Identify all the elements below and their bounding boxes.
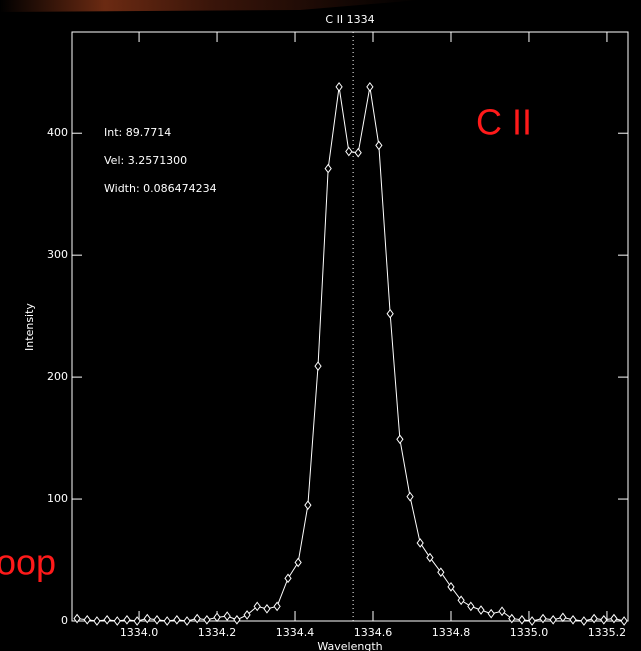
data-point — [528, 616, 536, 626]
data-point — [93, 616, 101, 626]
data-point — [243, 610, 251, 620]
data-point — [549, 614, 557, 625]
data-point — [447, 582, 455, 592]
data-point — [335, 82, 343, 92]
data-point — [467, 601, 475, 612]
data-point — [203, 614, 211, 625]
data-point — [345, 146, 353, 157]
data-point — [73, 613, 81, 624]
overlay-text: oop — [0, 542, 56, 583]
data-point — [457, 595, 465, 606]
x-axis-label: Wavelength — [317, 640, 382, 651]
data-point — [580, 616, 588, 626]
data-point — [416, 538, 424, 548]
data-point — [406, 491, 414, 502]
data-point — [437, 567, 445, 578]
overlay-text: C II — [476, 102, 532, 143]
data-point — [508, 613, 516, 624]
data-point — [273, 601, 281, 612]
x-tick-label: 1334.2 — [198, 626, 237, 639]
y-tick-label: 300 — [47, 248, 68, 261]
data-point — [253, 601, 261, 612]
data-point — [193, 613, 201, 624]
data-point — [284, 573, 292, 584]
data-point — [590, 613, 598, 624]
data-point — [539, 613, 547, 624]
y-tick-label: 200 — [47, 370, 68, 383]
annotation: Vel: 3.2571300 — [104, 154, 187, 167]
data-point — [133, 616, 141, 626]
background-streak — [0, 0, 420, 12]
data-point — [518, 614, 526, 625]
data-point — [143, 613, 151, 624]
x-tick-label: 1334.4 — [276, 626, 315, 639]
data-point — [314, 361, 322, 371]
data-point — [83, 614, 91, 625]
data-point — [113, 616, 121, 626]
data-point — [386, 308, 394, 319]
data-point — [396, 434, 404, 445]
data-point — [103, 614, 111, 625]
y-tick-label: 0 — [61, 614, 68, 627]
x-tick-label: 1334.8 — [432, 626, 471, 639]
data-point — [600, 614, 608, 625]
data-point — [426, 552, 434, 563]
data-point — [173, 614, 181, 625]
data-point — [477, 605, 485, 615]
x-tick-label: 1335.2 — [588, 626, 627, 639]
x-tick-label: 1335.0 — [510, 626, 549, 639]
data-point — [213, 612, 221, 623]
data-point — [354, 147, 362, 158]
data-point — [183, 616, 191, 626]
data-point — [263, 603, 271, 614]
y-axis-label: Intensity — [23, 303, 36, 351]
data-point — [366, 82, 374, 92]
data-point — [163, 616, 171, 626]
annotation: Int: 89.7714 — [104, 126, 171, 139]
data-point — [324, 163, 332, 174]
data-point — [304, 500, 312, 510]
x-tick-label: 1334.0 — [120, 626, 159, 639]
y-tick-label: 100 — [47, 492, 68, 505]
data-point — [569, 614, 577, 625]
data-point — [375, 140, 383, 151]
data-point — [620, 616, 628, 626]
data-point — [498, 606, 506, 617]
data-point — [233, 614, 241, 625]
data-point — [610, 613, 618, 624]
chart-title: C II 1334 — [325, 13, 374, 26]
data-point — [294, 557, 302, 568]
y-tick-label: 400 — [47, 126, 68, 139]
plot-frame — [71, 31, 629, 622]
data-point — [487, 608, 495, 619]
data-point — [559, 612, 567, 623]
data-point — [123, 614, 131, 625]
data-point — [223, 611, 231, 621]
data-point — [153, 614, 161, 625]
annotation: Width: 0.086474234 — [104, 182, 217, 195]
x-tick-label: 1334.6 — [354, 626, 393, 639]
